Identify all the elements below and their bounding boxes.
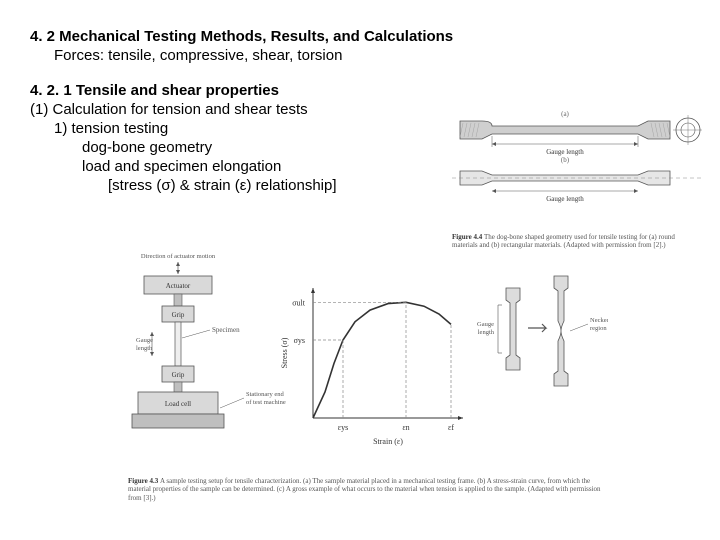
subsection-heading: 4. 2. 1 Tensile and shear properties (30, 82, 690, 99)
svg-text:σys: σys (294, 336, 305, 345)
svg-text:(b): (b) (561, 156, 570, 164)
svg-text:Necked: Necked (590, 317, 608, 324)
figure-4-3-caption: Figure 4.3 A sample testing setup for te… (128, 477, 608, 502)
svg-text:Gauge length: Gauge length (546, 195, 584, 203)
svg-text:εys: εys (338, 423, 348, 432)
svg-text:Strain (ε): Strain (ε) (373, 437, 403, 446)
section-subtext: Forces: tensile, compressive, shear, tor… (54, 47, 690, 64)
svg-text:length: length (136, 345, 153, 352)
svg-text:σult: σult (292, 298, 306, 307)
svg-text:Gauge length: Gauge length (546, 148, 584, 156)
svg-text:Stress (σ): Stress (σ) (280, 337, 289, 368)
dogbone-diagram: Gauge length(a)Gauge length(b) (452, 108, 702, 228)
svg-text:Gauge: Gauge (136, 337, 153, 344)
svg-text:(a): (a) (561, 110, 569, 118)
svg-text:εn: εn (402, 423, 409, 432)
svg-text:Direction of actuator motion: Direction of actuator motion (141, 253, 216, 260)
svg-text:Grip: Grip (172, 311, 185, 319)
svg-text:region: region (590, 325, 607, 332)
svg-text:Specimen: Specimen (212, 326, 240, 334)
svg-text:Actuator: Actuator (166, 282, 191, 290)
tensile-test-diagram: Direction of actuator motion Actuator Grip… (128, 248, 608, 468)
svg-text:length: length (478, 329, 495, 336)
section-heading: 4. 2 Mechanical Testing Methods, Results… (30, 28, 690, 45)
figure-4-4: Gauge length(a)Gauge length(b) Figure 4.… (452, 108, 702, 250)
svg-text:Stationary end: Stationary end (246, 391, 284, 398)
svg-text:of test machine: of test machine (246, 399, 286, 406)
svg-text:Grip: Grip (172, 371, 185, 379)
svg-text:Gauge: Gauge (477, 321, 494, 328)
figure-4-3: Direction of actuator motion Actuator Grip… (128, 248, 608, 502)
svg-text:Load cell: Load cell (165, 400, 191, 408)
svg-text:εf: εf (448, 423, 454, 432)
